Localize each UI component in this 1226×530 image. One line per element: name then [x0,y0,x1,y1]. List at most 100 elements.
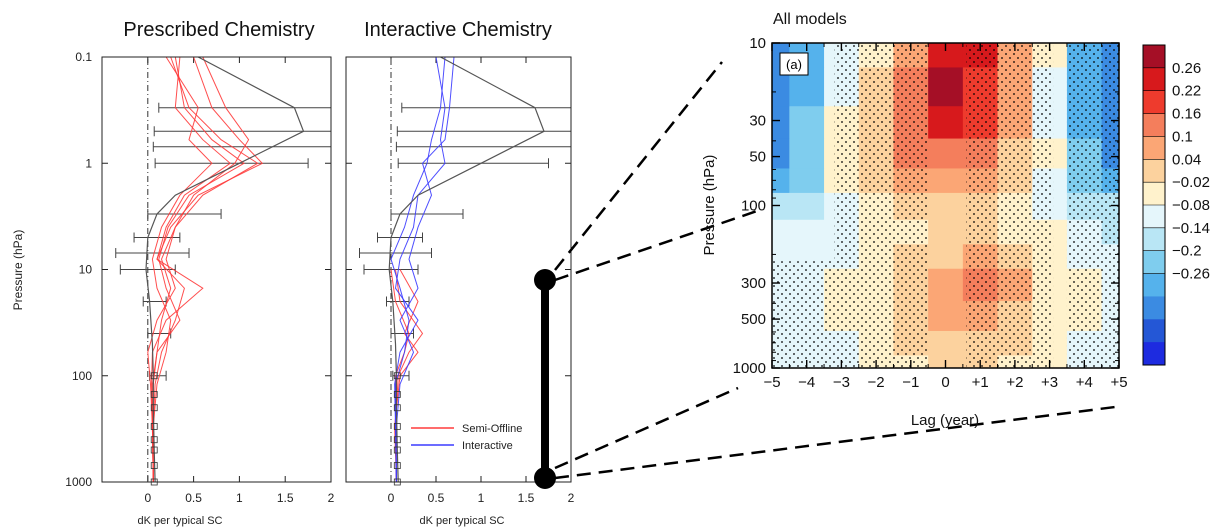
x-tick-label: −5 [763,374,780,391]
colorbar-swatch [1143,182,1165,206]
y-tick-label: 1000 [65,475,92,489]
x-tick-label: 0 [388,491,395,505]
prescribed-x-axis-label: dK per typical SC [138,515,223,527]
y-tick-label: 50 [749,149,766,166]
y-tick-label: 10 [79,263,93,277]
member-profile-line [147,56,250,483]
legend-semi-offline-label: Semi-Offline [462,423,522,435]
x-tick-label: +2 [1006,374,1023,391]
panel-label: (a) [786,57,802,72]
legend: Semi-Offline Interactive [411,423,522,452]
x-tick-label: +4 [1076,374,1093,391]
heatmap-cell [772,106,790,140]
interactive-x-axis-label: dK per typical SC [420,515,505,527]
dashed-line-top-upper [554,61,723,271]
mean-profile-marker [150,436,158,444]
colorbar-label: 0.22 [1172,83,1201,100]
colorbar-label: 0.04 [1172,151,1201,168]
mean-profile-line [145,56,305,483]
colorbar-label: 0.1 [1172,128,1193,145]
heatmap-cell [772,219,790,245]
heatmap-cell [789,138,825,170]
heatmap-stippling [772,43,1119,368]
colorbar-label: −0.14 [1172,220,1210,237]
x-tick-label: −2 [868,374,885,391]
colorbar-label: −0.2 [1172,243,1202,260]
y-tick-label: 500 [741,311,766,328]
mean-profile-marker [393,372,401,380]
colorbar-swatch [1143,205,1165,229]
pressure-axis-label: Pressure (hPa) [11,230,25,311]
colorbar-swatch [1143,159,1165,183]
stipple-region [1066,43,1119,368]
member-profile-line [151,56,213,482]
mean-profile-marker [393,446,401,454]
y-tick-label: 100 [72,369,92,383]
prescribed-plot-frame [101,56,332,483]
dashed-line-bottom-upper [554,386,739,470]
heatmap-cell [928,67,964,107]
heatmap-cell [928,138,964,170]
mean-profile-marker [150,391,158,398]
colorbar-swatch [1143,45,1165,69]
prescribed-mean-profile [145,56,305,486]
member-profile-line [151,56,259,483]
mean-profile-marker [150,462,158,469]
heatmap-cell [928,219,964,245]
member-profile-line [394,56,446,483]
y-tick-label: 10 [749,35,766,52]
mean-profile-marker [150,423,158,430]
heatmap-cell [928,301,964,332]
mean-profile-marker [150,404,158,412]
x-tick-label: 1.5 [518,491,535,505]
colorbar-swatch [1143,113,1165,137]
mean-profile-marker [150,446,158,454]
heatmap-cell [928,330,964,357]
x-tick-label: −4 [798,374,815,391]
x-tick-label: +3 [1041,374,1058,391]
mean-profile-marker [393,391,401,398]
colorbar-swatch [1143,296,1165,320]
dashed-line-bottom-lower [554,405,1116,480]
x-tick-label: +1 [972,374,989,391]
interactive-chemistry-panel: Interactive Chemistry dK per typical SC … [345,19,575,527]
x-tick-label: +5 [1110,374,1127,391]
heatmap-y-axis-label: Pressure (hPa) [701,155,718,256]
dashed-line-top-lower [554,208,761,282]
heatmap-y-ticks: 10 30 50 100 300 500 1000 [733,35,1119,377]
heatmap-title: All models [773,11,847,28]
interactive-plot-frame [345,56,572,483]
heatmap-cell [789,106,825,140]
heatmap-cell [928,192,964,221]
member-profile-line [395,56,455,482]
y-tick-label: 300 [741,275,766,292]
zoom-connector [534,61,1116,489]
colorbar-swatch [1143,90,1165,115]
heatmap-cell [772,192,790,221]
colorbar-label: −0.08 [1172,197,1210,214]
all-models-heatmap-panel: All models −5 −4 −3 −2 −1 0 +1 +2 +3 +4 +5 1030501… [701,11,1210,429]
x-tick-label: 1 [478,491,485,505]
heatmap-cell [928,168,964,194]
heatmap-cell [789,192,825,221]
x-tick-label: −1 [902,374,919,391]
member-profile-line [390,56,446,483]
interactive-chemistry-title: Interactive Chemistry [364,19,552,41]
heatmap-cell [928,244,964,270]
heatmap-cell [928,268,964,302]
heatmap-cell [789,219,825,245]
x-tick-label: 0.5 [185,491,202,505]
colorbar [1142,44,1166,366]
mean-profile-marker [150,372,158,380]
colorbar-swatch [1143,227,1165,252]
y-tick-label: 1 [85,156,92,170]
panel-label-box: (a) [779,52,809,76]
y-tick-label: 1000 [733,360,766,377]
legend-interactive-label: Interactive [462,440,513,452]
highlight-bottom-marker [534,467,556,489]
mean-profile-marker [393,423,401,430]
member-profile-line [150,56,264,483]
stipple-region [834,43,929,368]
colorbar-label: 0.16 [1172,106,1201,123]
